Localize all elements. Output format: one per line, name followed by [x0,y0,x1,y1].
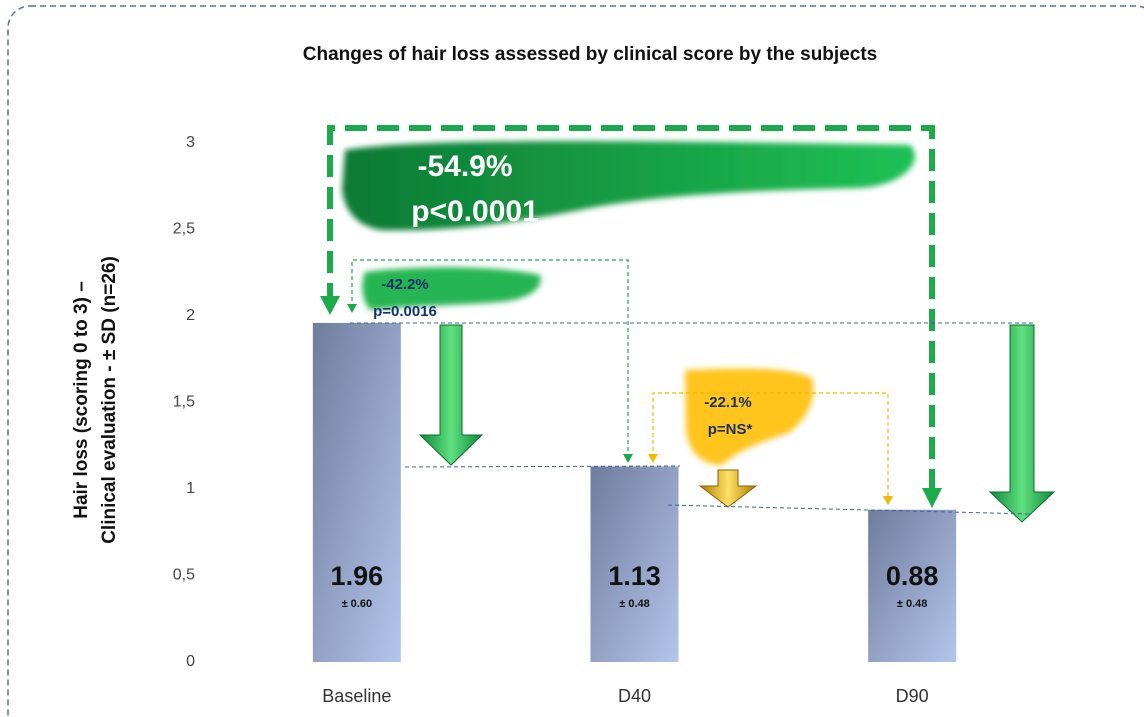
annotation-graphics [320,125,1056,523]
reference-line [667,504,1031,515]
sd-label: ± 0.60 [342,598,373,610]
down-arrow [698,469,758,508]
annotation-text: -22.1% [704,394,752,411]
y-tick-label: 2 [186,307,195,324]
down-arrow [988,324,1056,523]
bar [590,466,679,662]
y-tick-label: 0,5 [173,567,195,584]
y-tick-label: 1 [186,480,195,497]
reference-line [404,465,681,468]
y-tick-label: 0 [186,653,195,670]
y-tick-label: 3 [186,134,195,151]
connector [652,392,889,500]
frame [7,5,1144,717]
bar [868,509,957,662]
y-axis-label: Hair loss (scoring 0 to 3) – [71,281,92,519]
blob [362,267,541,310]
chart-title: Changes of hair loss assessed by clinica… [303,44,877,65]
y-tick-label: 1,5 [173,394,195,411]
value-label: 1.96 [331,561,384,591]
blob [342,141,915,231]
sd-label: ± 0.48 [619,598,650,610]
annotation-text: p=0.0016 [373,303,437,320]
y-axis-label: Clinical evaluation - ± SD (n=26) [99,256,120,544]
bar [312,322,401,662]
value-label: 1.13 [608,561,661,591]
connector [351,259,629,458]
value-label: 0.88 [886,561,939,591]
x-tick-label: D40 [618,686,651,706]
annotation-text: p=NS* [708,421,753,438]
x-tick-label: D90 [896,686,929,706]
annotation-text: -54.9% [417,150,512,183]
x-tick-label: Baseline [322,686,391,706]
down-arrow [418,324,484,466]
annotation-text: -42.2% [381,276,429,293]
sd-label: ± 0.48 [897,598,928,610]
annotation-text: p<0.0001 [411,195,539,228]
y-tick-label: 2,5 [173,221,195,238]
bracket [327,125,935,500]
plot-area: 0 0,5 1 1,5 2 2,5 3 Baseline 1.96 ± 0.60 D40 1.13 ± … [173,134,957,706]
